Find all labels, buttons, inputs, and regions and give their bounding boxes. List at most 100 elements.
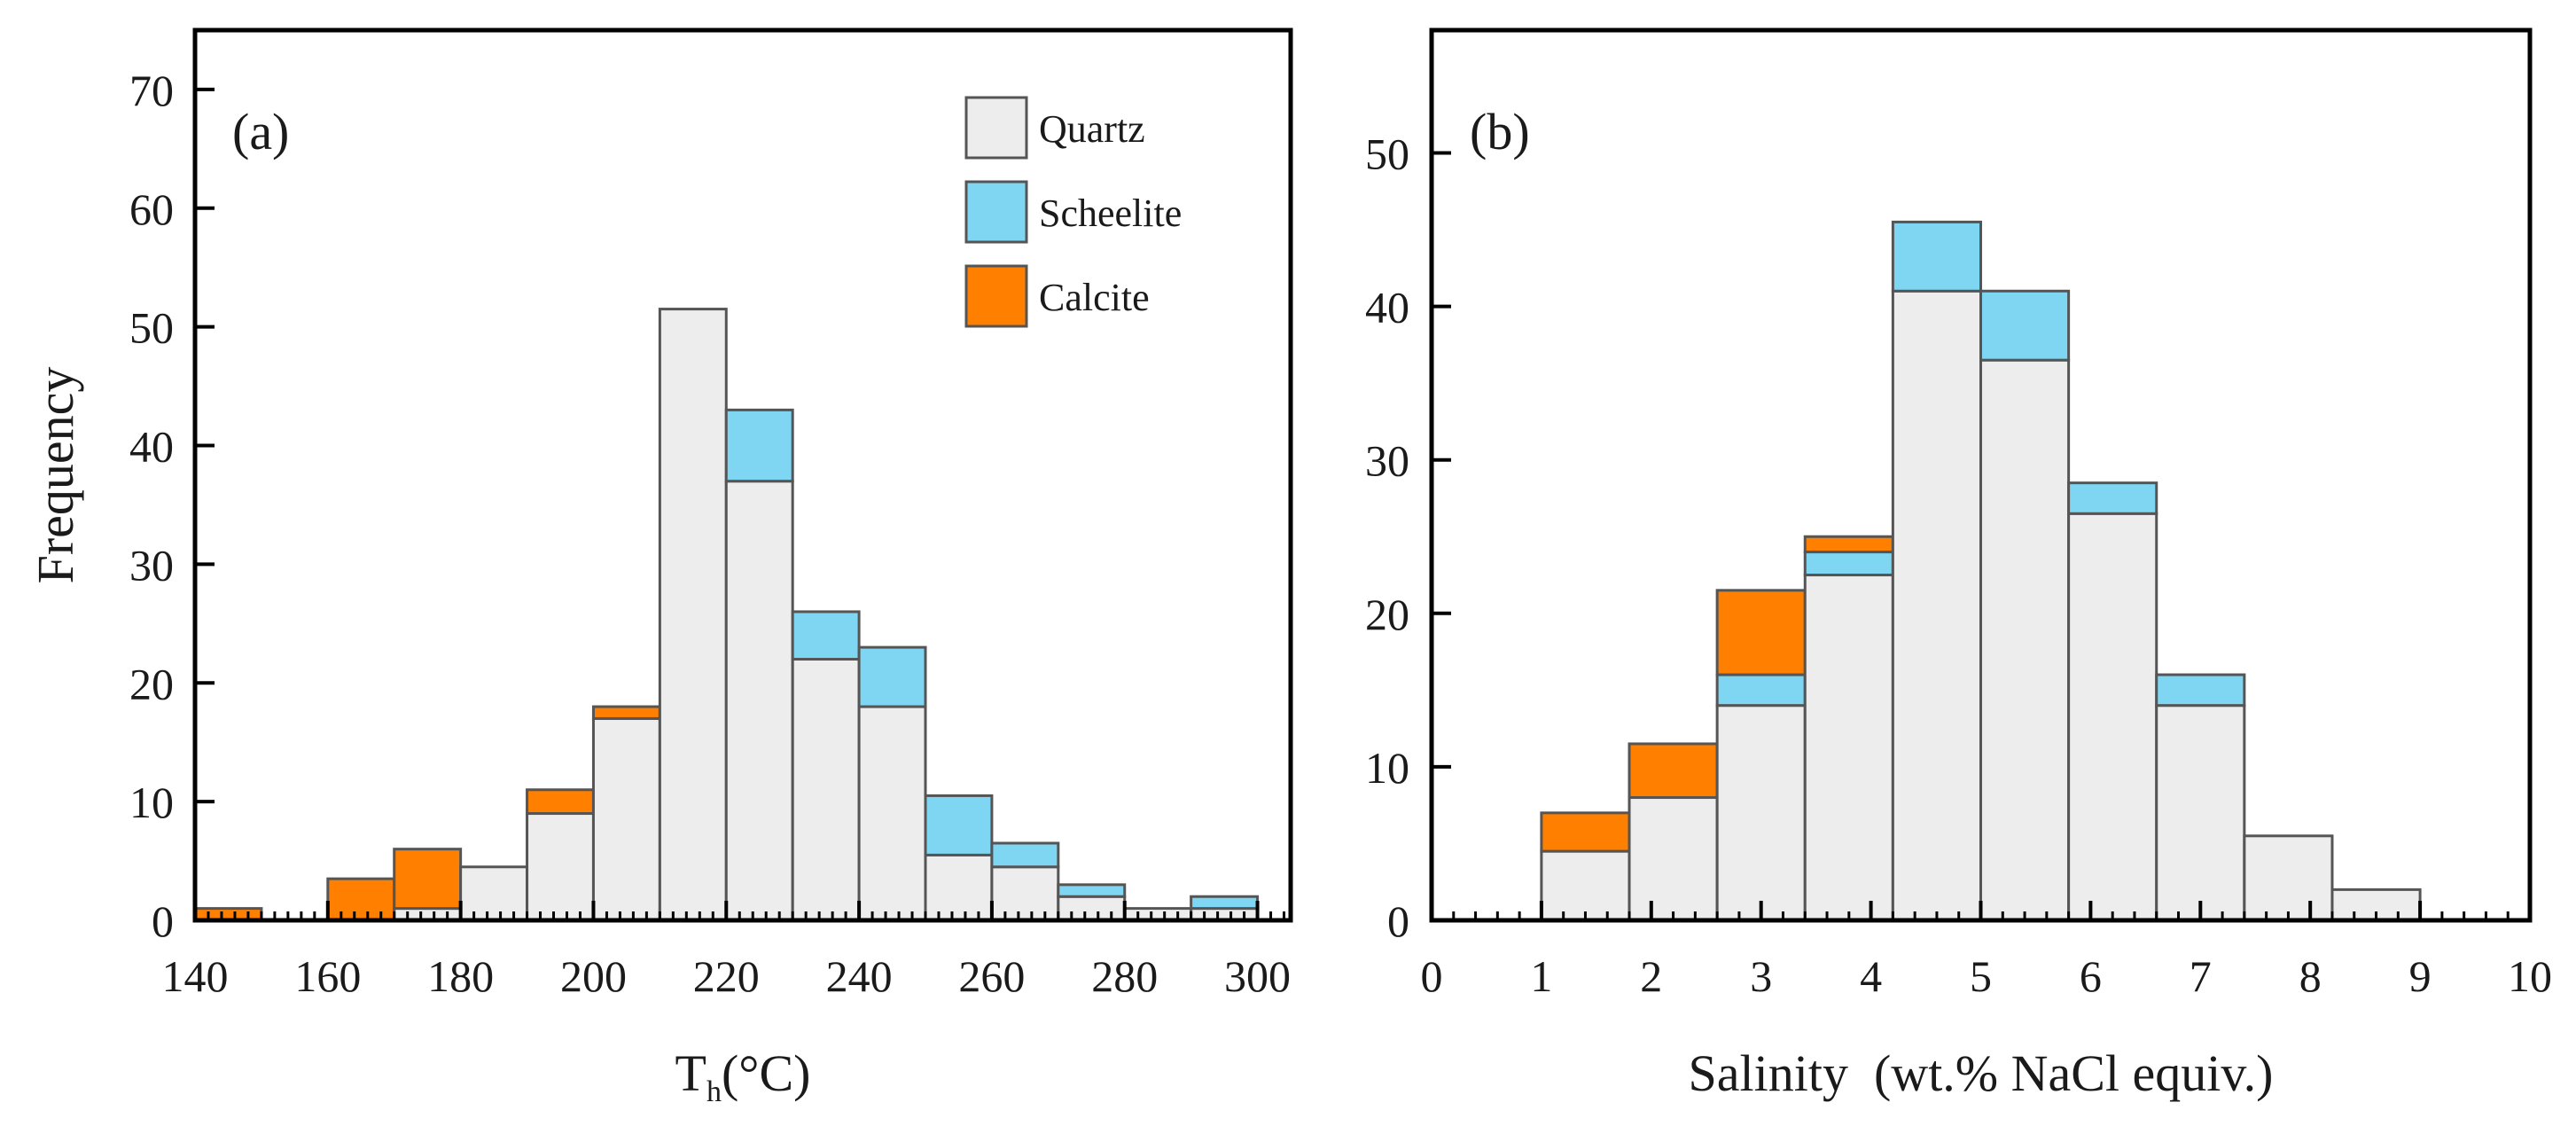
panel-a: (a) Frequency Th(°C) Quartz Scheelite Ca… — [27, 27, 1293, 1108]
legend-swatch-calcite — [964, 264, 1028, 328]
bar-calcite — [591, 705, 661, 720]
bar-quartz — [1628, 796, 1719, 922]
bar-scheelite — [990, 841, 1060, 869]
y-tick-label: 40 — [129, 422, 174, 472]
y-tick-label: 10 — [129, 778, 174, 827]
bar-quartz — [459, 865, 529, 922]
y-axis: 0 10 20 30 40 50 60 70 — [129, 66, 215, 946]
x-tick-label: 0 — [1421, 951, 1443, 1001]
x-tick-label: 180 — [427, 951, 494, 1001]
x-tick-label: 160 — [294, 951, 361, 1001]
panel-b-bars — [1540, 220, 2422, 922]
x-tick-label: 1 — [1530, 951, 1552, 1001]
y-tick-label: 20 — [1365, 590, 1409, 639]
y-tick-label: 70 — [129, 66, 174, 115]
y-tick-label: 50 — [1365, 129, 1409, 178]
panel-a-ylabel: Frequency — [27, 367, 84, 584]
panel-a-bars — [193, 308, 1260, 922]
bar-scheelite — [1891, 220, 1982, 293]
bar-quartz — [1715, 704, 1807, 922]
y-tick-label: 20 — [129, 659, 174, 708]
x-tick-label: 9 — [2409, 951, 2432, 1001]
legend-label-quartz: Quartz — [1039, 107, 1145, 151]
y-tick-label: 0 — [152, 896, 174, 946]
bar-calcite — [526, 788, 595, 816]
bar-quartz — [2155, 704, 2246, 922]
bar-calcite — [1628, 742, 1719, 800]
bar-quartz — [591, 716, 661, 922]
x-tick-label: 2 — [1640, 951, 1662, 1001]
bar-scheelite — [924, 794, 994, 856]
y-tick-label: 60 — [129, 184, 174, 234]
y-tick-label: 50 — [129, 303, 174, 353]
legend-label-scheelite: Scheelite — [1039, 192, 1182, 235]
x-axis: 0 1 2 3 4 5 6 7 8 9 10 — [1421, 901, 2552, 1001]
bar-quartz — [924, 853, 994, 922]
x-tick-label: 8 — [2299, 951, 2322, 1001]
legend-swatch-quartz — [964, 96, 1028, 160]
bar-calcite — [1803, 535, 1894, 554]
y-tick-label: 40 — [1365, 283, 1409, 332]
bar-calcite — [1540, 811, 1631, 853]
bar-scheelite — [791, 610, 861, 661]
x-tick-label: 3 — [1750, 951, 1772, 1001]
bar-scheelite — [1190, 895, 1260, 911]
x-axis: 140 160 180 200 220 240 260 280 300 — [162, 901, 1291, 1001]
bar-calcite — [393, 848, 463, 911]
y-tick-label: 30 — [129, 540, 174, 590]
bar-quartz — [1540, 849, 1631, 922]
panel-a-legend: Quartz Scheelite Calcite — [964, 96, 1182, 328]
bar-quartz — [1803, 574, 1894, 922]
x-tick-label: 5 — [1970, 951, 1992, 1001]
panel-b: (b) Salinity (wt.% NaCl equiv.) 0 1 2 3 4 5 6 7… — [1365, 27, 2552, 1102]
bar-scheelite — [1803, 551, 1894, 577]
bar-scheelite — [857, 645, 927, 708]
bar-quartz — [1057, 895, 1127, 922]
bar-quartz — [1979, 358, 2071, 922]
y-tick-label: 10 — [1365, 743, 1409, 793]
panel-b-label: (b) — [1470, 103, 1530, 160]
plot-frame — [192, 27, 1293, 923]
x-tick-label: 260 — [958, 951, 1025, 1001]
bar-calcite — [1715, 589, 1807, 676]
bar-quartz — [1891, 289, 1982, 922]
x-tick-label: 7 — [2190, 951, 2212, 1001]
x-tick-label: 300 — [1224, 951, 1291, 1001]
legend-label-calcite: Calcite — [1039, 276, 1150, 319]
x-tick-label: 200 — [560, 951, 627, 1001]
panel-a-y-axis-title: Frequency — [27, 367, 84, 584]
bar-quartz — [2243, 834, 2334, 922]
bar-scheelite — [1979, 289, 2071, 362]
panel-a-xlabel-sub: h — [706, 1075, 722, 1108]
y-tick-label: 0 — [1387, 896, 1409, 946]
bar-scheelite — [2155, 673, 2246, 708]
legend-swatch-scheelite — [964, 180, 1028, 244]
y-axis: 0 10 20 30 40 50 — [1365, 129, 1451, 946]
bar-scheelite — [1057, 883, 1127, 898]
bar-scheelite — [724, 408, 794, 483]
x-tick-label: 220 — [693, 951, 760, 1001]
x-tick-label: 240 — [826, 951, 893, 1001]
panel-a-xlabel: Th(°C) — [675, 1044, 811, 1108]
bar-quartz — [658, 308, 728, 922]
panel-a-xlabel-main: T — [675, 1044, 706, 1102]
bar-quartz — [857, 705, 927, 922]
bar-quartz — [791, 657, 861, 922]
bar-quartz — [990, 865, 1060, 922]
bar-scheelite — [1715, 673, 1807, 708]
bar-quartz — [526, 812, 595, 922]
bar-quartz — [2067, 512, 2158, 922]
panel-a-label: (a) — [232, 103, 289, 160]
x-tick-label: 280 — [1091, 951, 1158, 1001]
bar-calcite — [326, 877, 396, 922]
x-tick-label: 140 — [162, 951, 229, 1001]
x-tick-label: 4 — [1860, 951, 1882, 1001]
x-tick-label: 10 — [2508, 951, 2552, 1001]
x-tick-label: 6 — [2080, 951, 2102, 1001]
y-tick-label: 30 — [1365, 436, 1409, 486]
panel-b-xlabel: Salinity (wt.% NaCl equiv.) — [1689, 1044, 2274, 1102]
bar-quartz — [724, 480, 794, 922]
bar-scheelite — [2067, 481, 2158, 515]
panel-a-xlabel-rest: (°C) — [722, 1044, 811, 1102]
